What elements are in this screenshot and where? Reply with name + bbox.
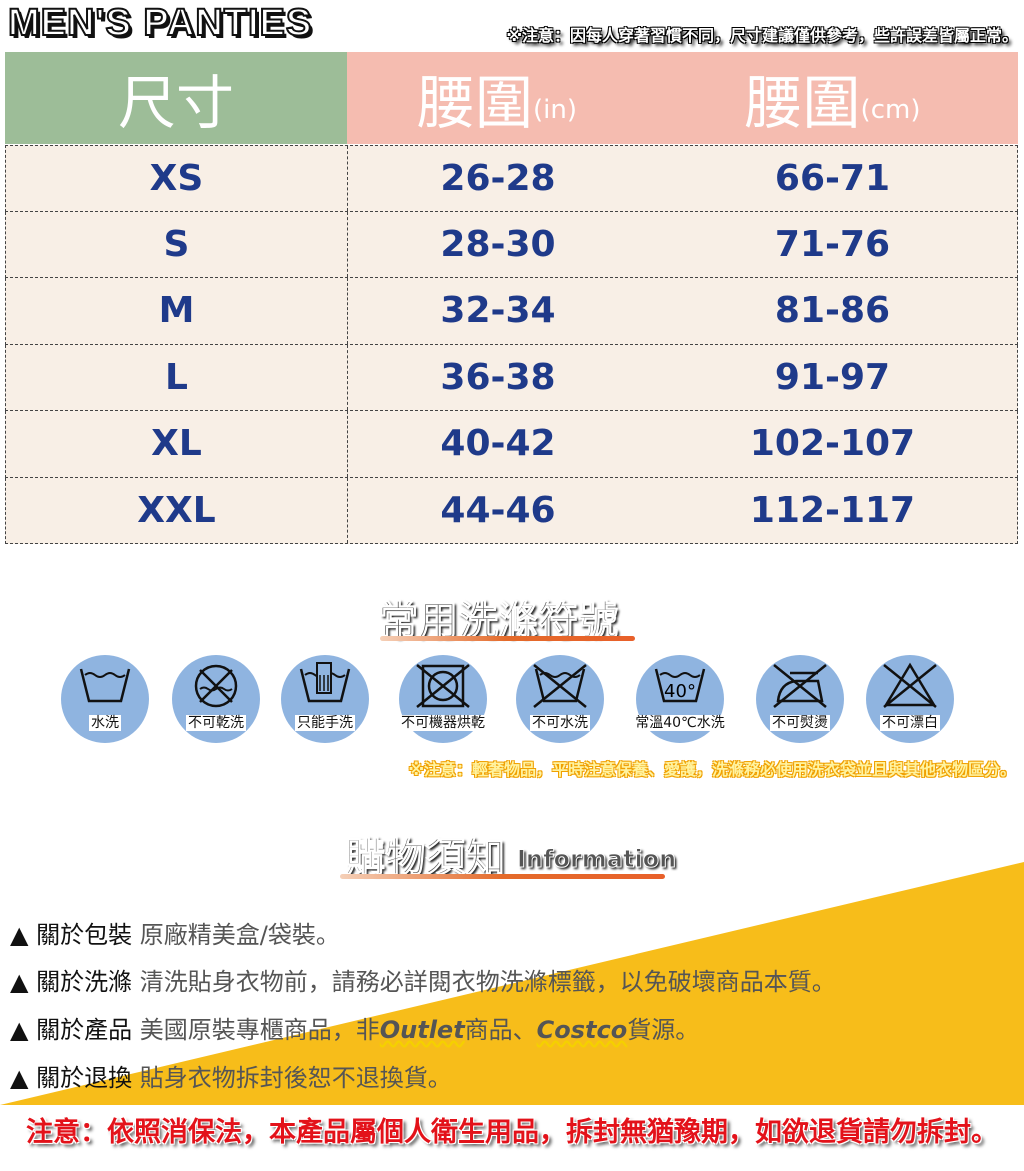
size-cell: XL	[6, 411, 348, 477]
info-key: ▲ 關於退換	[10, 1064, 133, 1092]
info-packaging: ▲ 關於包裝 原廠精美盒/袋裝。	[10, 915, 340, 950]
care-symbol: 不可機器烘乾	[399, 655, 487, 743]
size-table: XS 26-28 66-71 S 28-30 71-76 M 32-34 81-86 L 36-38…	[5, 145, 1018, 544]
size-cell: L	[6, 344, 348, 410]
header-size-label: 尺寸	[117, 69, 234, 137]
waist-cm-cell: 66-71	[774, 157, 891, 199]
info-text: 原廠精美盒/袋裝。	[139, 921, 340, 949]
waist-in-label: 腰圍	[416, 69, 533, 137]
care-note: ※注意：輕奢物品，平時注意保養、愛護，洗滌務必使用洗衣袋並且與其他衣物區分。	[408, 760, 1016, 779]
waist-cm-unit: (cm)	[860, 95, 921, 125]
care-label: 不可漂白	[846, 712, 974, 732]
waist-cm-label: 腰圍	[744, 69, 861, 137]
care-symbol: 40° 常溫40℃水洗	[633, 655, 727, 743]
info-title: 購物須知	[345, 835, 506, 882]
care-label: 不可水洗	[496, 712, 624, 732]
no-bleach-icon	[883, 662, 937, 708]
size-row: M 32-34 81-86	[5, 278, 1018, 345]
info-text: 商品、	[464, 1016, 537, 1044]
info-text: 貨源。	[627, 1016, 700, 1044]
care-label-text: 不可機器烘乾	[399, 715, 487, 731]
care-label-text: 水洗	[89, 715, 121, 731]
size-cell: S	[6, 211, 348, 277]
no-iron-icon	[773, 664, 827, 708]
size-row: XS 26-28 66-71	[5, 145, 1018, 212]
waist-in-cell: 36-38	[440, 356, 556, 398]
no-tumble-dry-icon	[416, 664, 470, 708]
no-wash-icon	[533, 664, 587, 708]
info-subtitle: Information	[516, 845, 677, 874]
waist-in-cell: 40-42	[440, 423, 556, 465]
waist-in-cell: 26-28	[440, 157, 556, 199]
info-text: 美國原裝專櫃商品，非	[139, 1016, 380, 1044]
waist-cm-cell: 71-76	[774, 223, 891, 265]
care-label: 不可乾洗	[152, 712, 280, 732]
size-cell: M	[6, 278, 348, 344]
care-label: 常溫40℃水洗	[616, 712, 744, 732]
info-washing: ▲ 關於洗滌 清洗貼身衣物前，請務必詳閱衣物洗滌標籤，以免破壞商品本質。	[10, 962, 836, 997]
waist-in-cell: 32-34	[440, 290, 556, 332]
waist-in-cell: 44-46	[440, 489, 556, 531]
care-label: 只能手洗	[261, 712, 389, 732]
care-symbol: 不可漂白	[866, 655, 954, 743]
brand-title: MEN'S PANTIES	[7, 1, 313, 45]
care-label-text: 只能手洗	[295, 715, 355, 731]
info-key: ▲ 關於洗滌	[10, 968, 133, 996]
header-waist: 腰圍 (in) 腰圍 (cm)	[347, 52, 1018, 144]
size-cell: XS	[6, 146, 348, 211]
header-size: 尺寸	[5, 52, 347, 144]
care-label: 不可機器烘乾	[379, 712, 507, 732]
care-label: 水洗	[41, 712, 169, 732]
size-cell: XXL	[6, 477, 348, 543]
info-key: ▲ 關於包裝	[10, 921, 133, 949]
info-key: ▲ 關於產品	[10, 1016, 133, 1044]
care-label-text: 不可乾洗	[186, 715, 246, 731]
costco-text: Costco	[536, 1016, 628, 1044]
size-row: XXL 44-46 112-117	[5, 477, 1018, 544]
care-symbol: 只能手洗	[281, 655, 369, 743]
legal-notice: 注意：依照消保法，本產品屬個人衛生用品，拆封無猶豫期，如欲退貨請勿拆封。	[26, 1117, 998, 1148]
care-symbol: 不可熨燙	[756, 655, 844, 743]
waist-cm-cell: 112-117	[749, 489, 916, 531]
svg-text:40°: 40°	[664, 681, 696, 702]
care-label-text: 不可水洗	[530, 715, 590, 731]
care-symbol: 水洗	[61, 655, 149, 743]
washtub-icon	[79, 668, 131, 703]
info-text: 貼身衣物拆封後恕不退換貨。	[139, 1064, 452, 1092]
waist-in-unit: (in)	[533, 95, 577, 125]
waist-in-cell: 28-30	[440, 223, 556, 265]
size-row: XL 40-42 102-107	[5, 411, 1018, 478]
size-note: ※注意：因每人穿著習慣不同，尺寸建議僅供參考，些許誤差皆屬正常。	[506, 26, 1018, 45]
care-symbol: 不可水洗	[516, 655, 604, 743]
care-label: 不可熨燙	[736, 712, 864, 732]
handwash-icon	[299, 662, 351, 703]
care-label-text: 常溫40℃水洗	[633, 715, 727, 731]
info-product: ▲ 關於產品 美國原裝專櫃商品，非Outlet商品、Costco貨源。	[10, 1010, 699, 1045]
info-text: 清洗貼身衣物前，請務必詳閱衣物洗滌標籤，以免破壞商品本質。	[139, 968, 836, 996]
care-symbol: 不可乾洗	[172, 655, 260, 743]
info-title-brush	[340, 874, 665, 879]
size-row: L 36-38 91-97	[5, 344, 1018, 411]
waist-cm-cell: 102-107	[749, 423, 916, 465]
waist-cm-cell: 91-97	[774, 356, 891, 398]
waist-cm-cell: 81-86	[774, 290, 891, 332]
care-label-text: 不可熨燙	[770, 715, 830, 731]
no-dryclean-icon	[194, 664, 238, 708]
wash-40-icon: 40°	[654, 668, 706, 703]
care-label-text: 不可漂白	[880, 715, 940, 731]
size-row: S 28-30 71-76	[5, 211, 1018, 278]
care-title-brush	[380, 636, 635, 641]
info-returns: ▲ 關於退換 貼身衣物拆封後恕不退換貨。	[10, 1058, 452, 1093]
outlet-text: Outlet	[379, 1016, 465, 1044]
